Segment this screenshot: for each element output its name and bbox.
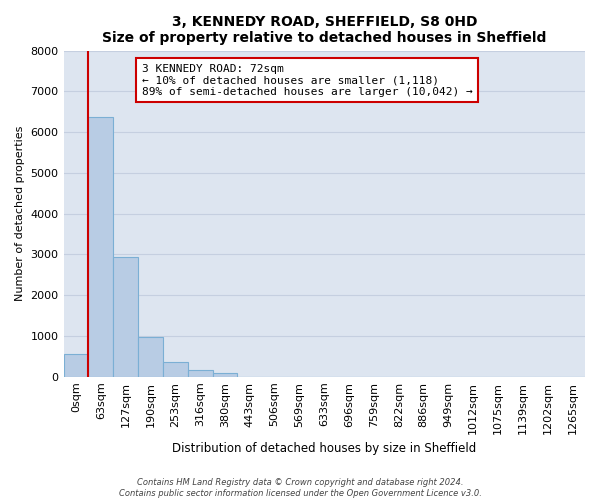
Text: 3 KENNEDY ROAD: 72sqm
← 10% of detached houses are smaller (1,118)
89% of semi-d: 3 KENNEDY ROAD: 72sqm ← 10% of detached … <box>142 64 473 97</box>
Bar <box>64 354 88 377</box>
Bar <box>188 370 212 377</box>
Bar <box>163 362 188 377</box>
Title: 3, KENNEDY ROAD, SHEFFIELD, S8 0HD
Size of property relative to detached houses : 3, KENNEDY ROAD, SHEFFIELD, S8 0HD Size … <box>102 15 547 45</box>
X-axis label: Distribution of detached houses by size in Sheffield: Distribution of detached houses by size … <box>172 442 476 455</box>
Y-axis label: Number of detached properties: Number of detached properties <box>15 126 25 302</box>
Bar <box>113 258 138 377</box>
Bar <box>138 337 163 377</box>
Text: Contains HM Land Registry data © Crown copyright and database right 2024.
Contai: Contains HM Land Registry data © Crown c… <box>119 478 481 498</box>
Bar <box>88 116 113 377</box>
Bar <box>212 374 238 377</box>
